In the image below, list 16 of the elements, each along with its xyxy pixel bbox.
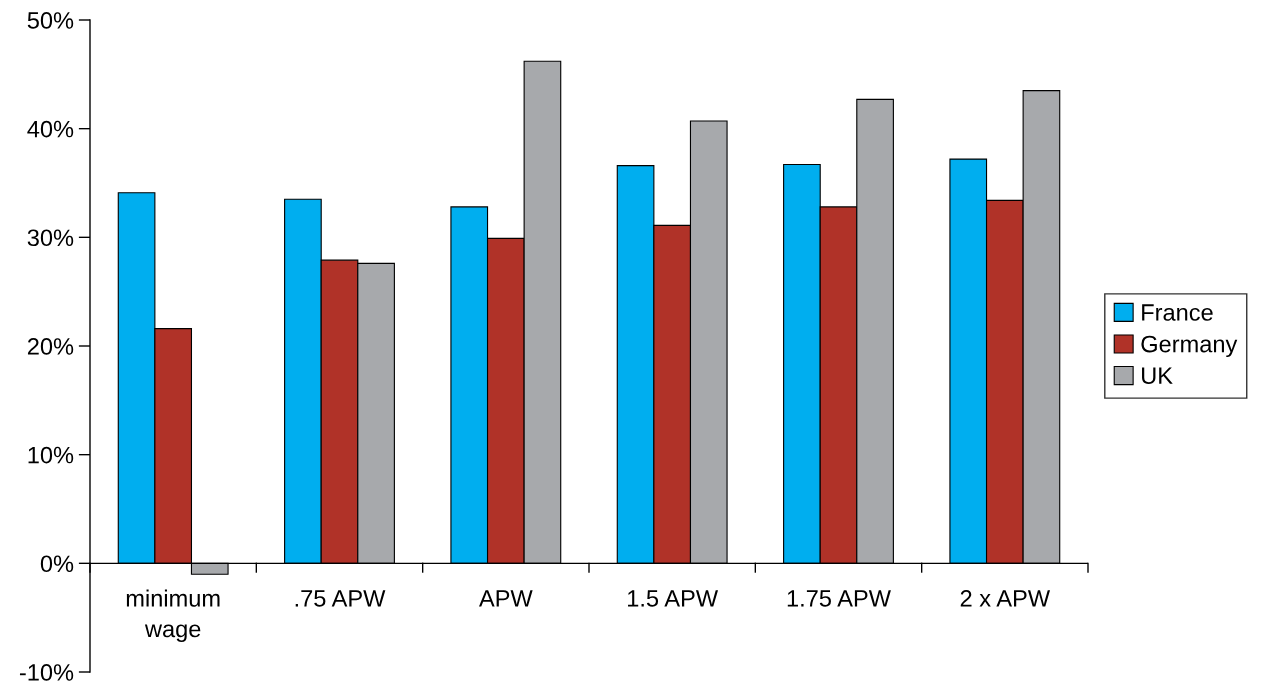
y-tick-label: 10% [28, 446, 74, 464]
y-tick-label: 50% [27, 12, 74, 29]
y-tick-label: 0% [40, 555, 74, 573]
y-tick-label: 20% [27, 338, 74, 355]
x-tick-label: minimum wage [126, 589, 220, 642]
legend-label: UK [1142, 367, 1173, 384]
y-tick-label: 40% [27, 120, 74, 138]
x-tick-label: 1.5 APW [628, 590, 719, 607]
x-tick-label: .75 APW [295, 590, 386, 607]
legend-label: Germany [1141, 335, 1238, 358]
x-tick-label: 1.75 APW [787, 590, 891, 607]
y-tick-label: 30% [27, 229, 74, 247]
x-tick-label: APW [478, 590, 533, 607]
x-tick-label: 2 x APW [960, 590, 1051, 607]
legend-label: France [1142, 304, 1213, 321]
y-tick-label: -10% [19, 664, 74, 681]
